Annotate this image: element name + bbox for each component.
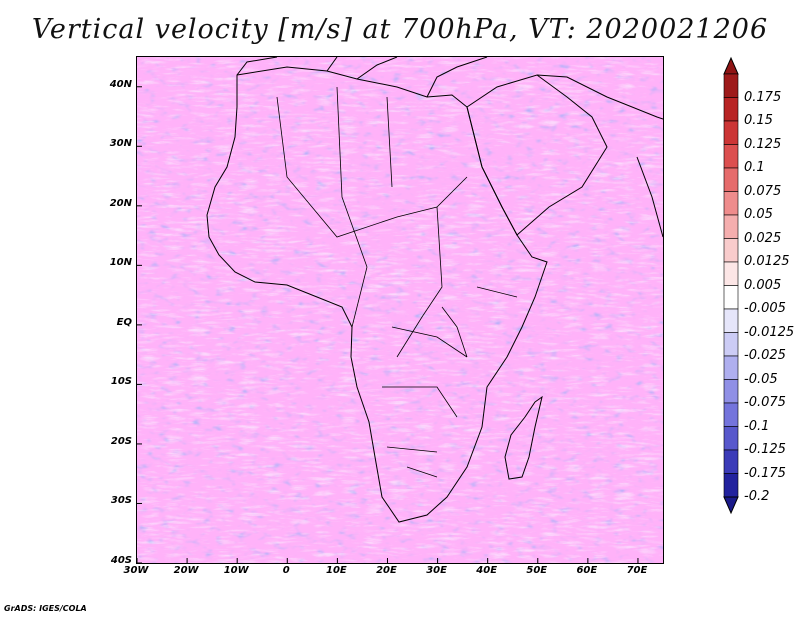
lon-label: 0 bbox=[282, 565, 290, 576]
europe-coastline bbox=[236, 57, 488, 98]
colorbar-label: -0.175 bbox=[744, 465, 786, 481]
colorbar bbox=[723, 56, 739, 515]
colorbar-segment bbox=[723, 97, 739, 122]
lon-label: 10E bbox=[326, 565, 347, 576]
colorbar-label: -0.075 bbox=[744, 395, 786, 410]
colorbar-label: 0.1 bbox=[744, 160, 765, 175]
colorbar-segment bbox=[723, 120, 739, 145]
lon-label: 10W bbox=[223, 565, 249, 576]
lon-label: 50E bbox=[526, 565, 548, 576]
colorbar-label: 0.05 bbox=[744, 207, 773, 222]
colorbar-bottom-arrow bbox=[723, 496, 739, 515]
colorbar-segment bbox=[723, 355, 739, 380]
colorbar-segment bbox=[723, 238, 739, 263]
arabia-coastline bbox=[466, 74, 608, 236]
lon-label: 20E bbox=[376, 565, 397, 576]
map-panel bbox=[136, 56, 664, 564]
iran-coastline bbox=[536, 74, 663, 120]
country-borders bbox=[276, 86, 518, 478]
colorbar-label: -0.0125 bbox=[744, 324, 795, 340]
coastlines bbox=[206, 57, 663, 523]
lat-label: EQ bbox=[116, 316, 132, 328]
colorbar-label: -0.025 bbox=[744, 348, 786, 363]
colorbar-label: 0.15 bbox=[744, 113, 773, 128]
colorbar-segment bbox=[723, 473, 739, 498]
colorbar-segment bbox=[723, 449, 739, 474]
colorbar-label: 0.075 bbox=[744, 183, 782, 199]
lat-label: 30S bbox=[110, 495, 132, 507]
lat-label: 20S bbox=[110, 435, 132, 447]
lon-label: 20W bbox=[173, 565, 199, 576]
lon-label: 30W bbox=[123, 565, 149, 576]
map-title: Vertical velocity [m/s] at 700hPa, VT: 2… bbox=[31, 14, 769, 45]
lat-label: 20N bbox=[109, 197, 132, 209]
colorbar-label: 0.175 bbox=[744, 89, 782, 105]
velocity-streaks bbox=[137, 57, 663, 563]
colorbar-segment bbox=[723, 144, 739, 169]
lon-label: 60E bbox=[576, 565, 598, 576]
colorbar-segment bbox=[723, 402, 739, 427]
colorbar-label: -0.125 bbox=[744, 442, 786, 457]
colorbar-label: -0.2 bbox=[744, 489, 770, 504]
lon-label: 40E bbox=[476, 565, 498, 576]
lat-label: 10S bbox=[110, 376, 132, 388]
credit-text: GrADS: IGES/COLA bbox=[4, 604, 87, 613]
colorbar-segment bbox=[723, 308, 739, 333]
colorbar-segment bbox=[723, 332, 739, 357]
africa-coastline bbox=[206, 66, 548, 523]
map-svg bbox=[137, 57, 663, 563]
colorbar-segment bbox=[723, 285, 739, 310]
colorbar-segment bbox=[723, 261, 739, 286]
colorbar-top-arrow bbox=[723, 56, 739, 75]
colorbar-segment bbox=[723, 426, 739, 451]
axis-ticks bbox=[137, 86, 639, 563]
colorbar-label: 0.0125 bbox=[744, 254, 790, 269]
madagascar-coastline bbox=[504, 395, 543, 480]
colorbar-label: 0.005 bbox=[744, 277, 782, 293]
colorbar-label: -0.05 bbox=[744, 371, 778, 387]
lat-label: 30N bbox=[109, 138, 132, 150]
colorbar-label: -0.1 bbox=[744, 418, 770, 434]
colorbar-label: 0.025 bbox=[744, 230, 782, 246]
colorbar-segment bbox=[723, 167, 739, 192]
india-coastline bbox=[636, 156, 663, 238]
colorbar-segment bbox=[723, 73, 739, 98]
lat-label: 40S bbox=[110, 555, 132, 566]
colorbar-segment bbox=[723, 379, 739, 404]
lat-label: 10N bbox=[109, 257, 132, 269]
lon-label: 30E bbox=[426, 565, 447, 576]
lon-label: 70E bbox=[626, 565, 648, 576]
colorbar-label: 0.125 bbox=[744, 136, 782, 152]
lat-label: 40N bbox=[109, 78, 132, 90]
colorbar-segment bbox=[723, 191, 739, 216]
colorbar-label: -0.005 bbox=[744, 301, 786, 316]
colorbar-segment bbox=[723, 214, 739, 239]
